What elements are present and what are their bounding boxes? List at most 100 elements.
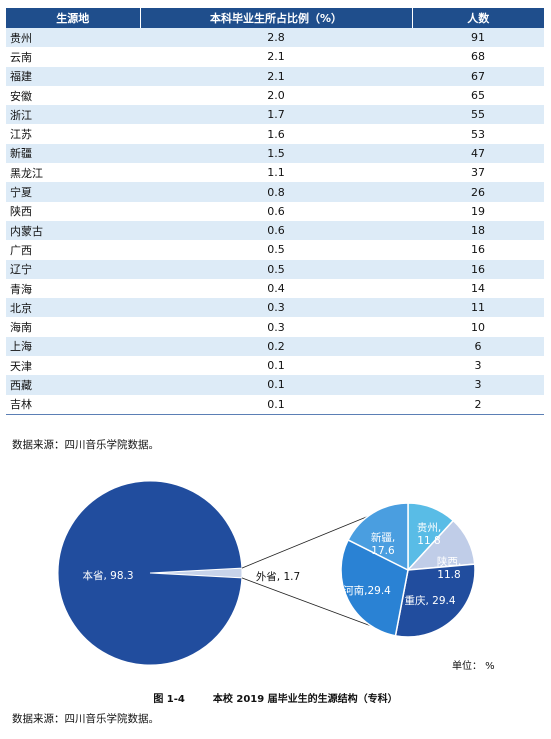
table-row: 浙江 1.7 55 <box>6 105 544 125</box>
cell-ratio: 0.2 <box>140 336 412 357</box>
cell-ratio: 1.5 <box>140 143 412 164</box>
source-table: 生源地 本科毕业生所占比例（%） 人数 贵州 2.8 91 云南 2.1 68 福建 2.1 6… <box>6 8 544 415</box>
pie-label-other-province: 外省, 1.7 <box>256 570 300 583</box>
cell-ratio: 2.1 <box>140 47 412 67</box>
table-row: 新疆 1.5 47 <box>6 143 544 164</box>
cell-ratio: 2.0 <box>140 85 412 106</box>
pie-label-henan: 河南,29.4 <box>343 584 391 597</box>
cell-count: 91 <box>412 28 544 48</box>
cell-ratio: 0.6 <box>140 220 412 241</box>
pie-slice-henan <box>340 538 409 637</box>
table-row: 江苏 1.6 53 <box>6 124 544 144</box>
cell-ratio: 0.1 <box>140 394 412 415</box>
cell-province: 贵州 <box>6 28 140 48</box>
cell-province: 陕西 <box>6 201 140 221</box>
cell-count: 16 <box>412 259 544 279</box>
cell-count: 37 <box>412 163 544 183</box>
table-row: 广西 0.5 16 <box>6 240 544 260</box>
origin-structure-chart: 本省, 98.3 外省, 1.7 贵州, 11.8 陕西, 11.8 重庆, 29.4 河南,… <box>57 480 476 666</box>
cell-count: 55 <box>412 105 544 125</box>
header-province: 生源地 <box>6 8 141 28</box>
table-row: 海南 0.3 10 <box>6 317 544 337</box>
cell-province: 浙江 <box>6 105 140 125</box>
pie-slice-xinjiang <box>347 502 409 572</box>
figure-number: 图 1-4 <box>153 694 185 705</box>
cell-count: 47 <box>412 143 544 164</box>
cell-province: 黑龙江 <box>6 163 140 183</box>
cell-count: 3 <box>412 375 544 395</box>
cell-ratio: 0.8 <box>140 182 412 202</box>
cell-count: 6 <box>412 336 544 357</box>
cell-ratio: 0.5 <box>140 259 412 279</box>
pie-slice-chongqing <box>394 563 476 638</box>
cell-province: 宁夏 <box>6 182 140 202</box>
cell-province: 云南 <box>6 47 140 67</box>
cell-province: 天津 <box>6 356 140 376</box>
cell-province: 北京 <box>6 298 140 318</box>
cell-count: 26 <box>412 182 544 202</box>
table-row: 北京 0.3 11 <box>6 298 544 318</box>
table-row: 贵州 2.8 91 <box>6 28 544 48</box>
cell-ratio: 0.4 <box>140 278 412 299</box>
cell-count: 65 <box>412 85 544 106</box>
pie-label-shaanxi: 陕西, 11.8 <box>437 555 461 581</box>
cell-province: 辽宁 <box>6 259 140 279</box>
header-ratio: 本科毕业生所占比例（%） <box>140 8 413 28</box>
unit-label: 单位： % <box>452 661 495 672</box>
source-note: 数据来源：四川音乐学院数据。 <box>12 713 159 725</box>
table-row: 安徽 2.0 65 <box>6 85 544 106</box>
cell-province: 广西 <box>6 240 140 260</box>
table-row: 上海 0.2 6 <box>6 336 544 357</box>
cell-province: 福建 <box>6 66 140 86</box>
figure-title: 本校 2019 届毕业生的生源结构（专科） <box>212 694 398 705</box>
table-row: 宁夏 0.8 26 <box>6 182 544 202</box>
pie-label-guizhou: 贵州, 11.8 <box>417 521 441 547</box>
cell-ratio: 2.1 <box>140 66 412 86</box>
table-row: 云南 2.1 68 <box>6 47 544 67</box>
cell-count: 16 <box>412 240 544 260</box>
cell-ratio: 1.1 <box>140 163 412 183</box>
figure-caption: 图 1-4 本校 2019 届毕业生的生源结构（专科） <box>0 690 551 705</box>
cell-ratio: 0.1 <box>140 356 412 376</box>
table-row: 福建 2.1 67 <box>6 66 544 86</box>
cell-province: 内蒙古 <box>6 220 140 241</box>
cell-count: 11 <box>412 298 544 318</box>
table-row: 辽宁 0.5 16 <box>6 259 544 279</box>
table-row: 内蒙古 0.6 18 <box>6 220 544 241</box>
cell-count: 19 <box>412 201 544 221</box>
cell-count: 67 <box>412 66 544 86</box>
cell-ratio: 0.5 <box>140 240 412 260</box>
cell-province: 西藏 <box>6 375 140 395</box>
cell-count: 68 <box>412 47 544 67</box>
table-row: 西藏 0.1 3 <box>6 375 544 395</box>
pie-label-home-province: 本省, 98.3 <box>82 569 133 582</box>
table-row: 青海 0.4 14 <box>6 278 544 299</box>
table-row: 吉林 0.1 2 <box>6 394 544 415</box>
table-row: 陕西 0.6 19 <box>6 201 544 221</box>
cell-count: 2 <box>412 394 544 415</box>
cell-ratio: 1.7 <box>140 105 412 125</box>
pie-label-chongqing: 重庆, 29.4 <box>404 594 455 607</box>
pie-slice-home-province <box>57 480 243 666</box>
cell-ratio: 0.3 <box>140 298 412 318</box>
cell-province: 新疆 <box>6 143 140 164</box>
table-row: 天津 0.1 3 <box>6 356 544 376</box>
table-row: 黑龙江 1.1 37 <box>6 163 544 183</box>
cell-ratio: 0.1 <box>140 375 412 395</box>
cell-count: 18 <box>412 220 544 241</box>
cell-province: 海南 <box>6 317 140 337</box>
cell-province: 安徽 <box>6 85 140 106</box>
cell-count: 53 <box>412 124 544 144</box>
cell-ratio: 0.6 <box>140 201 412 221</box>
cell-province: 江苏 <box>6 124 140 144</box>
cell-count: 14 <box>412 278 544 299</box>
cell-count: 3 <box>412 356 544 376</box>
header-count: 人数 <box>412 8 544 28</box>
pie-label-xinjiang: 新疆, 17.6 <box>371 531 395 557</box>
source-note: 数据来源：四川音乐学院数据。 <box>12 439 159 451</box>
table-header-row: 生源地 本科毕业生所占比例（%） 人数 <box>6 8 544 28</box>
cell-count: 10 <box>412 317 544 337</box>
cell-ratio: 0.3 <box>140 317 412 337</box>
cell-province: 吉林 <box>6 394 140 415</box>
table-body: 贵州 2.8 91 云南 2.1 68 福建 2.1 67 安徽 2.0 65 浙江 1.7 55 江苏 1.6… <box>6 28 544 415</box>
